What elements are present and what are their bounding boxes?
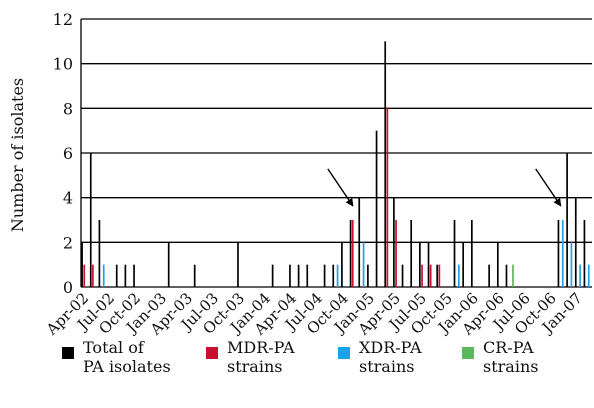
legend-item: MDR-PA strains [206,338,295,376]
bar [496,242,499,287]
bar [297,264,300,287]
legend-swatch [62,347,74,359]
bar [429,264,432,287]
y-tick-label: 0 [63,278,73,297]
bar [421,264,423,287]
bar [89,153,92,287]
annotation-arrows [327,168,562,207]
bar [193,264,196,287]
y-axis-label: Number of isolates [8,78,27,232]
bar [386,108,389,287]
bar [98,220,101,287]
legend-label: CR-PA strains [483,338,539,376]
bar-chart: 0 2 4 6 8 10 12 Apr-02Jul-02Oct-02Jan-03Apr-03… [8,10,592,339]
bar [92,264,94,287]
legend-label: Total of PA isolates [83,338,171,376]
bar [419,242,421,287]
bar [358,197,361,287]
legend-swatch [206,347,218,359]
bar [427,242,430,287]
bar [375,130,378,287]
bar [351,220,354,287]
bar [457,264,460,287]
bar [306,264,309,287]
y-tick-label: 12 [53,10,73,29]
y-tick-label: 8 [63,99,73,118]
bar [453,220,456,287]
bar [505,264,508,287]
bar [583,220,586,287]
bar [561,220,564,287]
bar [462,242,465,287]
legend-label: XDR-PA strains [359,338,422,376]
y-tick-label: 2 [63,233,73,252]
bar [488,264,490,287]
bar [384,41,387,288]
legend-item: CR-PA strains [462,338,538,376]
y-tick-label: 10 [53,55,73,74]
bar [362,242,365,287]
legend-swatch [462,347,474,359]
bar [81,242,83,287]
y-tick-label: 4 [63,189,73,208]
bar [393,197,395,287]
bar [574,197,577,287]
legend-item: Total of PA isolates [62,338,171,376]
bar [557,220,560,287]
legend-swatch [338,347,350,359]
bar [436,264,439,287]
legend-label: MDR-PA strains [227,338,295,376]
bar [570,242,573,287]
annotation-arrow [327,168,354,207]
bar [102,264,105,287]
bar [349,220,352,287]
bar [401,264,404,287]
x-axis-ticks: Apr-02Jul-02Oct-02Jan-03Apr-03Jul-03Oct-… [42,289,586,339]
bar [124,264,127,287]
bar [512,264,514,287]
bar [579,264,581,287]
bar [133,264,135,287]
bar [336,264,339,287]
legend: Total of PA isolates MDR-PA strains XDR-PA… [0,338,594,408]
bar [289,264,291,287]
bar [470,220,473,287]
annotation-arrow [535,168,562,207]
bar [410,220,413,287]
gridlines [81,18,592,288]
bar [271,264,274,287]
bar [438,264,441,287]
bar [341,242,343,287]
bar [566,153,568,287]
bar [115,264,118,287]
y-tick-label: 6 [63,144,73,163]
bar [237,242,239,287]
y-axis-ticks: 0 2 4 6 8 10 12 [53,10,73,297]
bar [323,264,326,287]
bar [367,264,369,287]
bar [587,264,590,287]
bar [395,220,397,287]
legend-item: XDR-PA strains [338,338,422,376]
bar [332,264,335,287]
bar [83,264,86,287]
bars [81,41,590,288]
bar [167,242,170,287]
